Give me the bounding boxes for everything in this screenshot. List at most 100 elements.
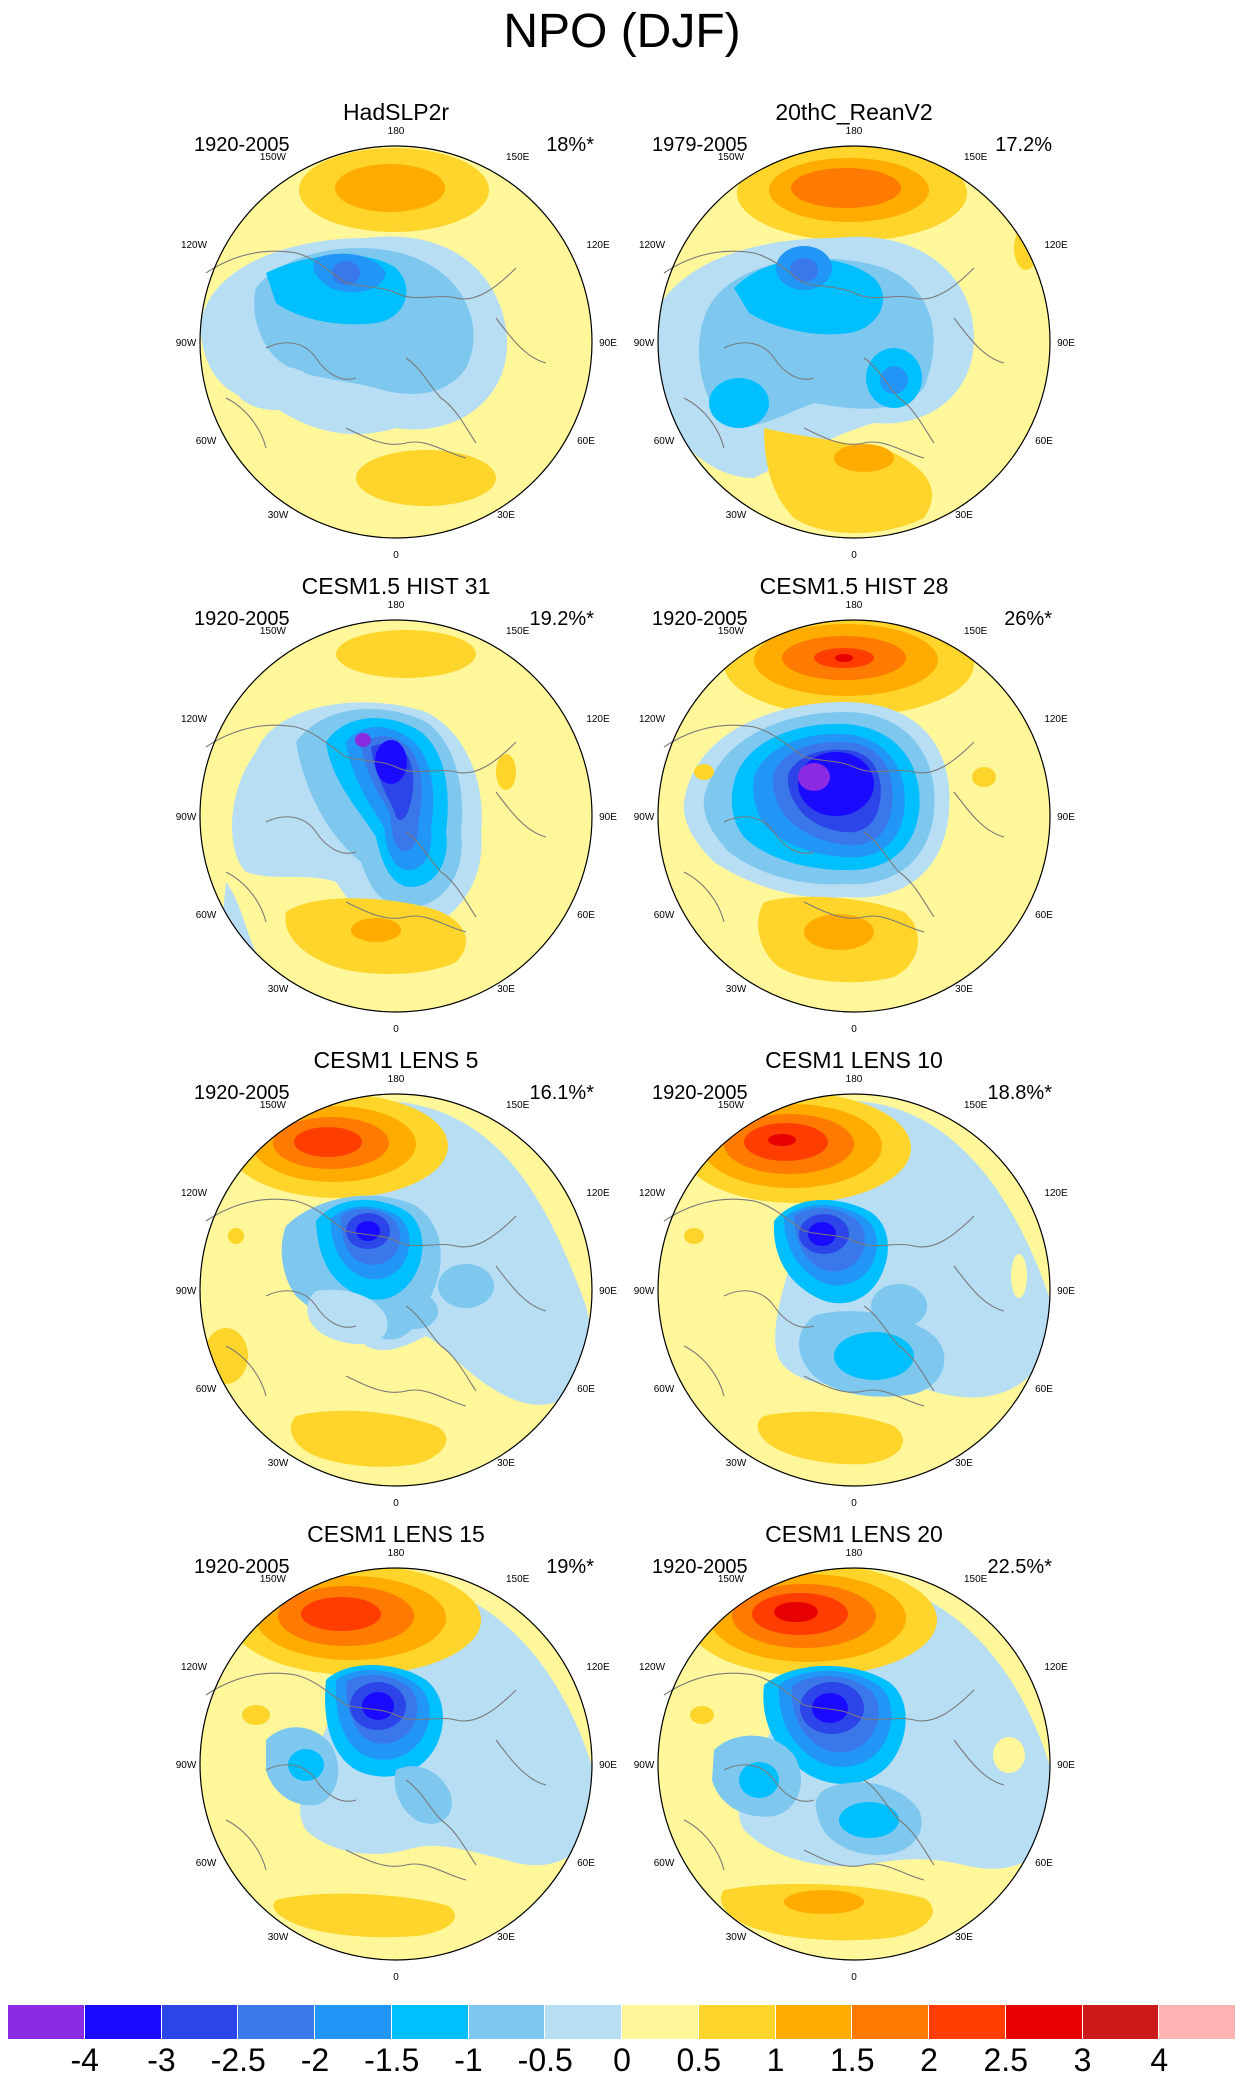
lon-label: 30E: [955, 1458, 973, 1469]
colorbar-label: -2: [300, 2042, 330, 2078]
lon-label: 60E: [577, 1858, 595, 1869]
panel-years: 1920-2005: [194, 1556, 290, 1578]
colorbar-label: 1: [766, 2042, 785, 2078]
lon-label: 150W: [718, 1574, 745, 1585]
map-panel: CESM1.5 HIST 31 1920-2005 19.2%*: [166, 572, 626, 1042]
lon-label: 90E: [599, 1760, 617, 1771]
lon-label: 150E: [964, 1574, 988, 1585]
lon-label: 90E: [1057, 1286, 1075, 1297]
lon-label: 150E: [964, 152, 988, 163]
lon-label: 30E: [497, 1932, 515, 1943]
lon-label: 150W: [260, 1100, 287, 1111]
lon-label: 120W: [639, 240, 666, 251]
colorbar-swatch: [775, 2005, 853, 2039]
lon-label: 180: [388, 1548, 405, 1559]
lon-label: 30W: [726, 1458, 747, 1469]
lon-label: 30E: [955, 510, 973, 521]
lon-label: 120E: [586, 1662, 610, 1673]
panel-years: 1920-2005: [194, 608, 290, 630]
lon-label: 0: [851, 550, 857, 561]
panel-years: 1979-2005: [652, 134, 748, 156]
colorbar-label: -0.5: [517, 2042, 573, 2078]
colorbar-swatch: [468, 2005, 546, 2039]
lon-label: 120E: [586, 714, 610, 725]
colorbar-label: -1: [454, 2042, 483, 2078]
lon-label: 150W: [718, 152, 745, 163]
lon-label: 30W: [268, 510, 289, 521]
panel-years: 1920-2005: [194, 1082, 290, 1104]
lon-label: 180: [388, 1074, 405, 1085]
colorbar-swatch: [1082, 2005, 1160, 2039]
panel-years: 1920-2005: [652, 1082, 748, 1104]
lon-label: 150W: [718, 1100, 745, 1111]
lon-label: 0: [393, 1972, 399, 1983]
panel-years: 1920-2005: [652, 1556, 748, 1578]
lon-label: 120W: [181, 1662, 208, 1673]
panel-variance: 26%*: [1004, 608, 1052, 630]
panel-title: CESM1 LENS 20: [765, 1521, 943, 1547]
colorbar-swatch: [84, 2005, 162, 2039]
lon-label: 0: [393, 1024, 399, 1035]
colorbar-swatch: [929, 2005, 1006, 2039]
lon-label: 180: [388, 600, 405, 611]
lon-label: 120E: [1044, 714, 1068, 725]
lon-label: 60E: [577, 910, 595, 921]
figure-title: NPO (DJF): [503, 5, 741, 58]
colorbar-swatch: [161, 2005, 239, 2039]
panel-variance: 18%*: [546, 134, 594, 156]
map-panel: 20thC_ReanV2 1979-2005 17.2%: [624, 98, 1084, 568]
lon-label: 90E: [1057, 812, 1075, 823]
panel-variance: 22.5%*: [987, 1556, 1053, 1578]
lon-label: 90E: [1057, 338, 1075, 349]
map-panel: CESM1 LENS 5 1920-2005 16.1%*: [166, 1046, 626, 1516]
colorbar-label: 4: [1150, 2042, 1169, 2078]
lon-label: 30E: [497, 984, 515, 995]
panel-title: CESM1 LENS 15: [307, 1521, 485, 1547]
polar-map: 180 0 150W 150E 120W 120E 90W 90E 60W 60…: [176, 126, 618, 561]
lon-label: 0: [851, 1972, 857, 1983]
lon-label: 30W: [726, 1932, 747, 1943]
lon-label: 120E: [1044, 240, 1068, 251]
lon-label: 150E: [506, 152, 530, 163]
lon-label: 120W: [639, 1662, 666, 1673]
lon-label: 60W: [196, 910, 217, 921]
colorbar-label: 0: [613, 2042, 631, 2078]
lon-label: 60W: [654, 1384, 675, 1395]
colorbar-swatch: [1005, 2005, 1083, 2039]
lon-label: 60E: [1035, 1858, 1053, 1869]
lon-label: 90W: [176, 812, 197, 823]
lon-label: 0: [851, 1498, 857, 1509]
lon-label: 0: [851, 1024, 857, 1035]
panel-variance: 18.8%*: [987, 1082, 1053, 1104]
colorbar-swatch: [1159, 2005, 1236, 2039]
lon-label: 150W: [260, 152, 287, 163]
lon-label: 150E: [506, 626, 530, 637]
lon-label: 120E: [1044, 1188, 1068, 1199]
colorbar-swatch: [315, 2005, 392, 2039]
lon-label: 60W: [196, 436, 217, 447]
colorbar-swatch: [622, 2005, 699, 2039]
lon-label: 60W: [196, 1858, 217, 1869]
lon-label: 60E: [1035, 436, 1053, 447]
lon-label: 150E: [506, 1100, 530, 1111]
colorbar-swatch: [852, 2005, 929, 2039]
lon-label: 60W: [654, 910, 675, 921]
lon-label: 180: [846, 600, 863, 611]
lon-label: 60W: [196, 1384, 217, 1395]
panel-title: CESM1 LENS 5: [313, 1047, 479, 1073]
lon-label: 120E: [586, 240, 610, 251]
lon-label: 60E: [577, 1384, 595, 1395]
lon-label: 150W: [718, 626, 745, 637]
colorbar-swatch: [545, 2005, 622, 2039]
colorbar: -4 -3 -2.5 -2 -1.5 -1 -0.5 0 0.5 1 1.5 2 2.5 3 4: [8, 2005, 1236, 2078]
lon-label: 120W: [181, 714, 208, 725]
map-panel: CESM1 LENS 10 1920-2005 18.8%*: [624, 1046, 1084, 1516]
colorbar-label: 2.5: [983, 2042, 1028, 2078]
lon-label: 90W: [176, 338, 197, 349]
colorbar-swatch: [238, 2005, 315, 2039]
lon-label: 90E: [1057, 1760, 1075, 1771]
lon-label: 0: [393, 1498, 399, 1509]
polar-map: 180 0 150W 150E 120W 120E 90W 90E 60W 60…: [634, 1074, 1076, 1509]
panel-title: HadSLP2r: [342, 99, 450, 125]
colorbar-swatch: [8, 2005, 85, 2039]
